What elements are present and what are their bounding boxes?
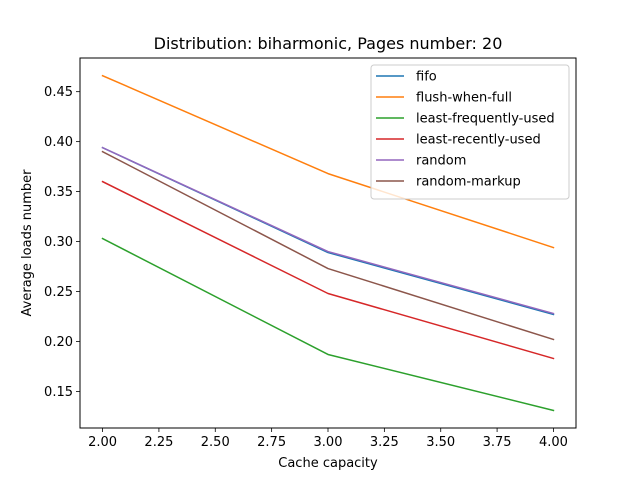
x-tick-label: 3.75 [483, 435, 512, 450]
y-axis-ticks: 0.15 0.20 0.25 0.30 0.35 0.40 0.45 [44, 85, 80, 400]
x-tick-label: 3.50 [426, 435, 455, 450]
series-layer [101, 74, 555, 412]
x-tick-label: 2.75 [257, 435, 286, 450]
legend: fifo flush-when-full least-frequently-used… [370, 64, 570, 200]
x-tick-label: 2.00 [88, 435, 117, 450]
x-tick-label: 3.00 [314, 435, 343, 450]
y-tick-label: 0.35 [44, 185, 73, 200]
legend-label-0: fifo [416, 70, 437, 85]
series-line-3 [101, 180, 555, 360]
y-tick-label: 0.25 [44, 285, 73, 300]
x-tick-label: 2.25 [144, 435, 173, 450]
series-line-5 [101, 150, 555, 341]
legend-label-2: least-frequently-used [416, 112, 555, 127]
chart-title: Distribution: biharmonic, Pages number: … [154, 34, 503, 53]
legend-label-1: flush-when-full [416, 91, 512, 106]
y-axis-label: Average loads number [20, 169, 35, 317]
y-tick-label: 0.15 [44, 385, 73, 400]
legend-label-5: random-markup [416, 175, 521, 190]
x-tick-label: 3.25 [370, 435, 399, 450]
series-line-4 [101, 146, 555, 315]
series-line-2 [101, 237, 555, 412]
y-tick-label: 0.45 [44, 85, 73, 100]
series-line-1 [101, 74, 555, 249]
x-tick-label: 2.50 [201, 435, 230, 450]
legend-box [370, 64, 570, 200]
x-tick-label: 4.00 [539, 435, 568, 450]
y-tick-label: 0.30 [44, 235, 73, 250]
x-axis-label: Cache capacity [278, 456, 378, 471]
y-tick-label: 0.40 [44, 135, 73, 150]
x-axis-ticks: 2.00 2.25 2.50 2.75 3.00 3.25 3.50 3.75 4.00 [88, 428, 568, 450]
legend-label-3: least-recently-used [416, 133, 541, 148]
y-tick-label: 0.20 [44, 335, 73, 350]
legend-label-4: random [416, 154, 466, 169]
